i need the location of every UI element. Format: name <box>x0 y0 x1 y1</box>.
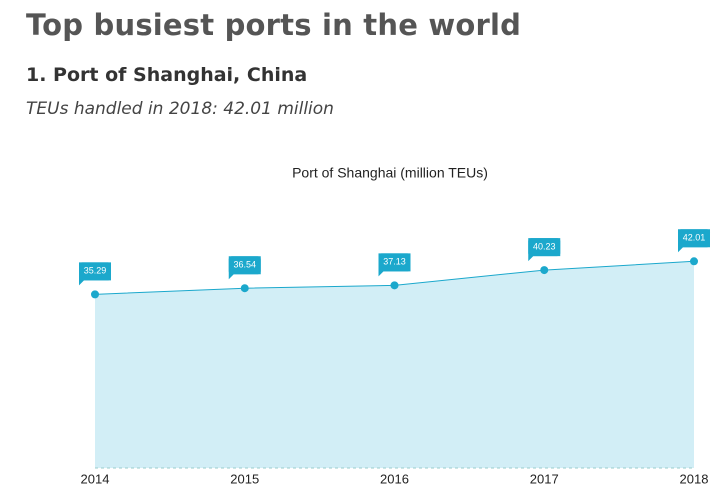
point <box>91 290 99 299</box>
area <box>95 261 694 468</box>
label-box <box>678 229 710 248</box>
label-box <box>378 253 411 272</box>
chart-title: Port of Shanghai (million TEUs) <box>292 165 488 181</box>
value-label: 37.13 <box>383 257 406 267</box>
port-subtitle: TEUs handled in 2018: 42.01 million <box>26 99 334 119</box>
point <box>240 284 249 293</box>
value-label: 42.01 <box>683 233 706 243</box>
point <box>690 257 698 266</box>
x-tick-label: 2015 <box>230 471 259 486</box>
point <box>390 281 399 290</box>
page-title: Top busiest ports in the world <box>26 8 522 42</box>
x-tick-label: 2017 <box>530 471 559 486</box>
label-box <box>528 238 561 257</box>
value-label: 35.29 <box>84 266 107 276</box>
point <box>540 266 549 275</box>
value-label: 40.23 <box>533 241 556 251</box>
label-box <box>79 262 111 281</box>
x-tick-label: 2014 <box>81 471 110 486</box>
x-tick-label: 2016 <box>380 471 409 486</box>
port-heading: 1. Port of Shanghai, China <box>26 64 308 86</box>
label-box <box>228 256 261 275</box>
value-label: 36.54 <box>233 260 256 270</box>
x-tick-label: 2018 <box>680 471 709 486</box>
